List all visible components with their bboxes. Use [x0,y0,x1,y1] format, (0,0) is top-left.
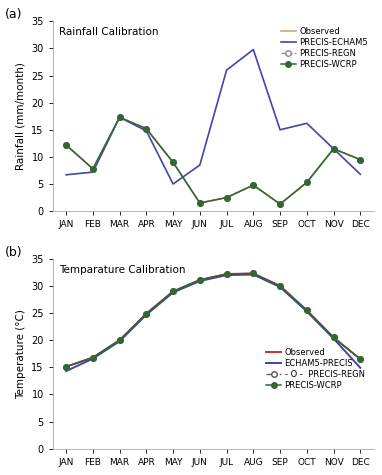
Legend: Observed, ECHAM5-PRECIS, - O -  PRECIS-REGN, PRECIS-WCRP: Observed, ECHAM5-PRECIS, - O - PRECIS-RE… [265,346,366,392]
Text: Rainfall Calibration: Rainfall Calibration [59,27,159,37]
Text: Temparature Calibration: Temparature Calibration [59,265,186,275]
Text: (a): (a) [5,9,22,21]
Text: (b): (b) [5,246,22,259]
Legend: Observed, PRECIS-ECHAM5, PRECIS-REGN, PRECIS-WCRP: Observed, PRECIS-ECHAM5, PRECIS-REGN, PR… [279,26,369,71]
Y-axis label: Rainfall (mm/month): Rainfall (mm/month) [16,62,26,170]
Y-axis label: Temperature (°C): Temperature (°C) [16,309,26,399]
